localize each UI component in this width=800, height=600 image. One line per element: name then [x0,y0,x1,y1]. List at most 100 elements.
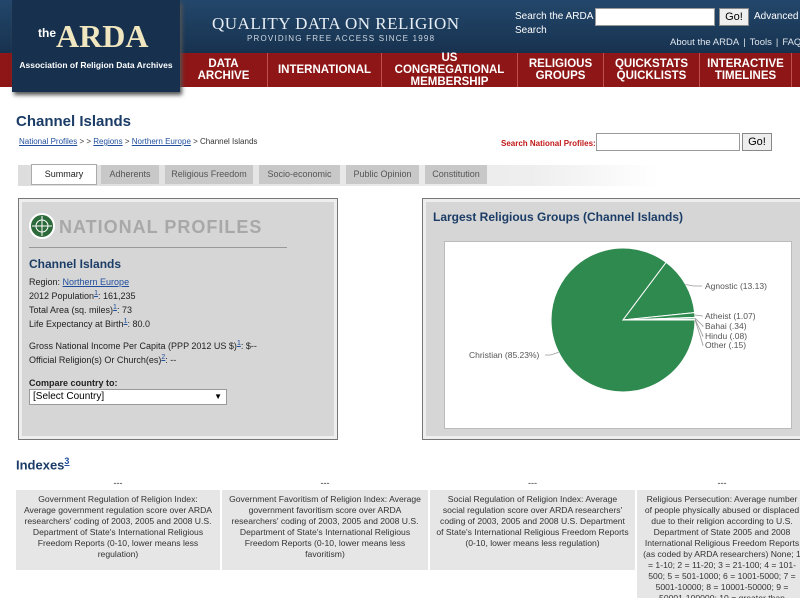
profile-row: Total Area (sq. miles)1: 73 [29,302,329,316]
nav-item[interactable]: DATA ARCHIVE [180,53,268,87]
row-link[interactable]: Northern Europe [62,277,130,287]
row-note[interactable]: 1 [236,340,241,347]
chart: Christian (85.23%) Agnostic (13.13) Atheis… [444,241,792,429]
header-link[interactable]: Tools [749,37,772,48]
nav-item[interactable]: QUICKSTATS QUICKLISTS [604,53,700,87]
search-label: Search the ARDA [515,11,594,22]
breadcrumb-link[interactable]: Northern Europe [131,137,191,146]
row-value: : 161,235 [97,291,136,301]
breadcrumb-sep: > Channel Islands [190,137,258,146]
slice-label: Christian (85.23%) [469,350,540,360]
row-label: Region: [29,277,63,287]
nav-item[interactable]: INTERNATIONAL [268,53,382,87]
row-value: : -- [165,355,177,365]
tab[interactable]: Religious Freedom [165,165,253,184]
indexes-title: Indexes3 [16,456,69,472]
nav-item[interactable]: INTERACTIVE TIMELINES [700,53,792,87]
search-profiles-input[interactable] [596,133,740,151]
index-dash: --- [717,478,727,488]
profile-row: Region: Northern Europe [29,276,329,288]
search-button[interactable]: Go! [719,8,749,26]
advanced-link-2[interactable]: Search [515,25,547,36]
row-note[interactable]: 1 [113,304,117,311]
row-value: : 80.0 [127,319,150,329]
select-text: [Select Country] [33,391,105,402]
chart-panel: Largest Religious Groups (Channel Island… [422,198,800,440]
breadcrumb-link[interactable]: Regions [93,137,123,146]
row-label: Life Expectancy at Birth [29,319,124,329]
header-link[interactable]: About the ARDA [670,37,740,48]
breadcrumb-sep: > > [77,137,94,146]
tab[interactable]: Socio-economic [259,165,340,184]
slice-label: Other (.15) [705,340,746,350]
header-links: About the ARDA|Tools|FAQs [668,37,800,48]
separator: | [775,37,779,48]
row-label: Gross National Income Per Capita (PPP 20… [29,341,237,351]
search-profiles-button[interactable]: Go! [742,133,772,151]
breadcrumb: National Profiles > > Regions > Northern… [19,137,257,146]
logo[interactable]: the ARDA Association of Religion Data Ar… [12,0,180,92]
nav-bar: DATA ARCHIVE INTERNATIONAL US CONGREGATION… [180,52,800,88]
profile-name: Channel Islands [29,257,122,271]
select-arrow: ▼ [214,392,222,401]
breadcrumb-link[interactable]: National Profiles [19,137,78,146]
index-dash: --- [528,478,537,488]
tab[interactable]: Constitution [425,165,487,184]
tagline-sub: PROVIDING FREE ACCESS SINCE 1998 [247,34,436,43]
advanced-link[interactable]: Advanced [754,11,799,22]
row-note[interactable]: 1 [94,290,98,297]
globe-icon [29,213,55,239]
country-select[interactable]: [Select Country] ▼ [29,389,227,405]
profile-rows: Region: Northern Europe 2012 Population1:… [29,276,329,366]
indexes-note[interactable]: 3 [64,456,70,466]
leader-line [685,284,702,287]
profile-row: Gross National Income Per Capita (PPP 20… [29,338,329,352]
search-input[interactable] [595,8,715,26]
tab[interactable]: Summary [31,164,97,185]
row-value: : $-- [240,341,257,351]
row-value: : 73 [116,305,132,315]
profile-row: 2012 Population1: 161,235 [29,288,329,302]
leader-line [694,319,704,346]
pie-slice [621,261,696,321]
row-label: Official Religion(s) Or Church(es) [29,355,162,365]
chart-title: Largest Religious Groups (Channel Island… [433,210,684,224]
tab[interactable]: Public Opinion [346,165,419,184]
tab[interactable]: Adherents [101,165,159,184]
logo-sub: Association of Religion Data Archives [19,60,173,70]
search-profiles-label: Search National Profiles: [501,139,596,148]
separator: | [743,37,746,48]
divider [29,247,287,248]
leader-line [694,314,703,317]
nav-item[interactable]: US CONGREGATIONAL MEMBERSHIP [382,52,518,88]
index-description: Government Favoritism of Religion Index:… [222,490,428,570]
slice-label: Atheist (1.07) [705,311,756,321]
index-dash: --- [320,478,330,488]
slice-label: Bahai (.34) [705,321,747,331]
profile-banner: NATIONAL PROFILES [59,217,263,237]
row-note[interactable]: 2 [161,354,166,361]
logo-arda: ARDA [56,18,149,54]
row-label: 2012 Population [29,291,95,301]
profile-panel: NATIONAL PROFILES Channel Islands Region… [18,198,338,440]
compare-label: Compare country to: [29,378,118,388]
profile-row: Official Religion(s) Or Church(es)2: -- [29,352,329,366]
row-label: Total Area (sq. miles) [29,305,114,315]
nav-item[interactable]: RELIGIOUS GROUPS [518,53,604,87]
row-note[interactable]: 1 [123,318,128,325]
header-link[interactable]: FAQs [782,37,800,48]
leader-line [694,318,704,337]
index-description: Government Regulation of Religion Index:… [16,490,220,570]
tagline: QUALITY DATA ON RELIGION [212,14,460,33]
logo-the: the [38,26,56,40]
slice-label: Agnostic (13.13) [705,281,767,291]
leader-line [694,317,704,327]
breadcrumb-sep: > [122,137,132,146]
index-description: Religious Persecution: Average number of… [637,490,800,598]
page-title: Channel Islands [16,113,132,130]
slice-label: Hindu (.08) [705,331,747,341]
index-dash: --- [113,478,123,488]
index-description: Social Regulation of Religion Index: Ave… [430,490,635,570]
